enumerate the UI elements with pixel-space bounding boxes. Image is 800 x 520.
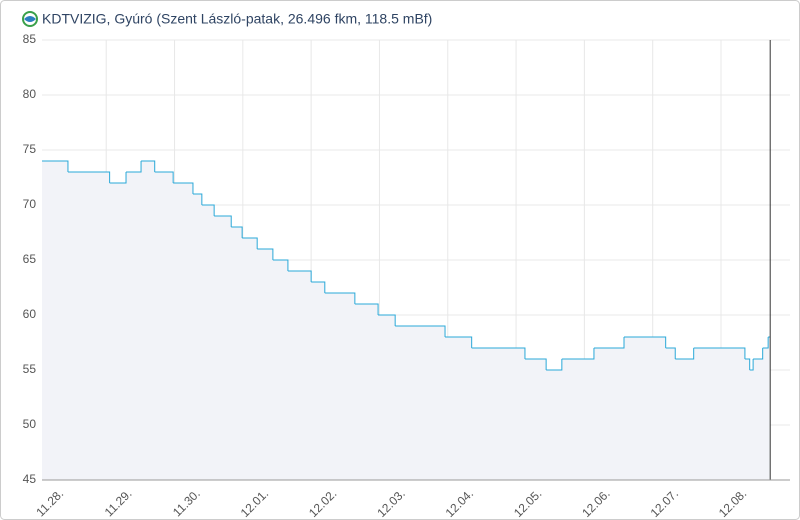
line-segment: [67, 171, 111, 183]
line-segment: [354, 303, 379, 315]
y-tick-label: 45: [23, 472, 37, 486]
line-segment: [272, 259, 289, 271]
line-segment: [395, 325, 446, 337]
line-segment: [693, 347, 746, 359]
line-segment: [753, 348, 764, 360]
line-segment: [231, 226, 243, 238]
y-tick-label: 55: [23, 362, 37, 376]
line-segment: [214, 215, 232, 227]
y-tick-label: 70: [23, 197, 37, 211]
y-tick-label: 80: [23, 87, 37, 101]
line-segment: [378, 314, 396, 326]
line-segment: [242, 237, 258, 249]
line-segment: [287, 270, 312, 282]
line-segment: [141, 160, 156, 172]
line-segment: [471, 347, 526, 359]
line-segment: [42, 160, 69, 172]
y-tick-label: 50: [23, 417, 37, 431]
line-segment: [445, 336, 473, 348]
line-segment: [561, 348, 595, 360]
line-segment: [675, 348, 695, 360]
logo: [22, 11, 38, 27]
line-segment: [201, 204, 215, 216]
area: [42, 161, 771, 480]
line-segment: [593, 337, 625, 349]
line-segment: [546, 359, 563, 371]
line-segment: [311, 281, 326, 293]
line-segment: [126, 161, 142, 173]
line-segment: [749, 359, 754, 371]
line-segment: [109, 172, 127, 184]
chart-title: KDTVIZIG, Gyúró (Szent László-patak, 26.…: [42, 11, 432, 27]
line-segment: [173, 182, 194, 194]
line-segment: [624, 336, 667, 348]
line-segment: [524, 358, 547, 370]
y-tick-label: 85: [23, 32, 37, 46]
line-segment: [324, 292, 356, 304]
line-segment: [257, 248, 274, 260]
y-tick-label: 60: [23, 307, 37, 321]
line-segment: [744, 358, 751, 370]
y-tick-label: 75: [23, 142, 37, 156]
line-segment: [192, 193, 203, 205]
line-segment: [762, 337, 769, 349]
line-segment: [665, 347, 676, 359]
line-segment: [154, 171, 174, 183]
y-tick-label: 65: [23, 252, 37, 266]
